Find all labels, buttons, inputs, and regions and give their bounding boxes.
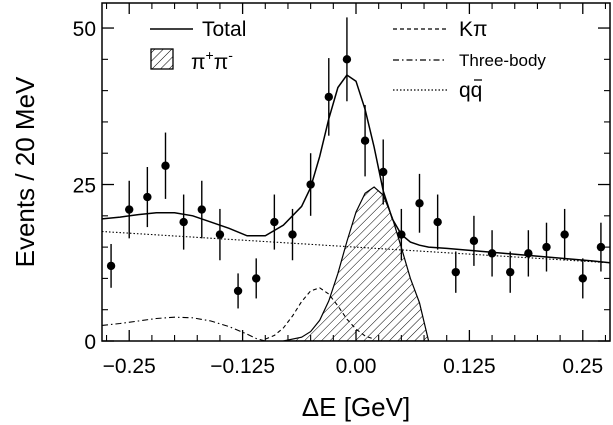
curve-total: [102, 73, 610, 264]
data-point: [179, 194, 188, 250]
data-point: [106, 243, 116, 288]
data-point: [379, 139, 388, 205]
x-tick-label: 0.00: [336, 355, 377, 378]
point-marker: [415, 199, 424, 208]
data-point: [143, 166, 152, 228]
point-marker: [233, 286, 243, 296]
point-marker: [542, 242, 551, 252]
data-point: [161, 132, 170, 199]
data-point: [542, 222, 551, 272]
x-tick-label: −0.125: [210, 355, 275, 378]
curve-threebody: [102, 316, 266, 341]
data-point: [215, 208, 225, 261]
data-point: [506, 251, 515, 293]
point-marker: [451, 267, 460, 277]
data-point: [397, 208, 406, 261]
data-point: [451, 251, 460, 293]
data-point: [288, 208, 297, 261]
point-marker: [106, 261, 116, 271]
data-point: [578, 258, 587, 299]
point-marker: [524, 249, 533, 258]
data-point: [306, 153, 315, 216]
data-point: [342, 17, 352, 102]
point-marker: [469, 236, 479, 246]
y-tick-label: 25: [73, 175, 96, 198]
data-point: [270, 194, 279, 250]
data-point: [433, 194, 442, 250]
point-marker: [288, 230, 297, 239]
point-marker: [252, 274, 261, 283]
data-point: [252, 258, 261, 299]
point-marker: [143, 192, 152, 202]
point-marker: [360, 136, 370, 145]
curve-kpi: [265, 287, 375, 340]
data-point: [524, 230, 533, 277]
point-marker: [125, 205, 134, 214]
data-point: [360, 105, 370, 177]
point-marker: [487, 249, 497, 258]
curve-qq: [102, 230, 610, 264]
x-tick-label: 0.25: [562, 355, 603, 378]
x-tick-label: 0.125: [443, 355, 496, 378]
data-point: [415, 173, 424, 233]
legend: Total π+π- Kπ Three-body qq: [150, 18, 546, 102]
y-tick-label: 0: [84, 331, 96, 354]
point-marker: [596, 242, 606, 252]
point-marker: [397, 230, 406, 239]
legend-pipi-label: π+π-: [191, 47, 233, 74]
legend-threebody-label: Three-body: [459, 51, 546, 70]
point-marker: [179, 217, 188, 227]
legend-pipi-swatch: [150, 48, 174, 70]
point-marker: [215, 230, 225, 239]
data-point: [469, 215, 479, 266]
data-point: [197, 180, 206, 239]
point-marker: [578, 274, 587, 283]
point-marker: [560, 230, 569, 239]
x-axis-title: ΔE [GeV]: [302, 392, 410, 422]
legend-total-label: Total: [202, 18, 246, 41]
point-marker: [306, 180, 315, 189]
legend-kpi-label: Kπ: [459, 18, 488, 41]
curve-pipi: [283, 186, 430, 341]
data-point: [125, 180, 134, 239]
point-marker: [506, 267, 515, 277]
point-marker: [197, 205, 206, 214]
data-point: [487, 230, 497, 277]
point-marker: [342, 55, 352, 64]
point-marker: [433, 217, 442, 227]
y-axis-title: Events / 20 MeV: [10, 76, 40, 267]
data-point: [324, 58, 333, 136]
point-marker: [379, 167, 388, 177]
x-tick-label: −0.25: [103, 355, 156, 378]
point-marker: [324, 92, 333, 102]
data-point: [596, 222, 606, 272]
y-tick-label: 50: [73, 18, 96, 41]
data-point: [560, 208, 569, 261]
point-marker: [161, 161, 170, 170]
data-point: [233, 273, 243, 309]
legend-qq-label: qq: [459, 79, 482, 102]
point-marker: [270, 217, 279, 227]
